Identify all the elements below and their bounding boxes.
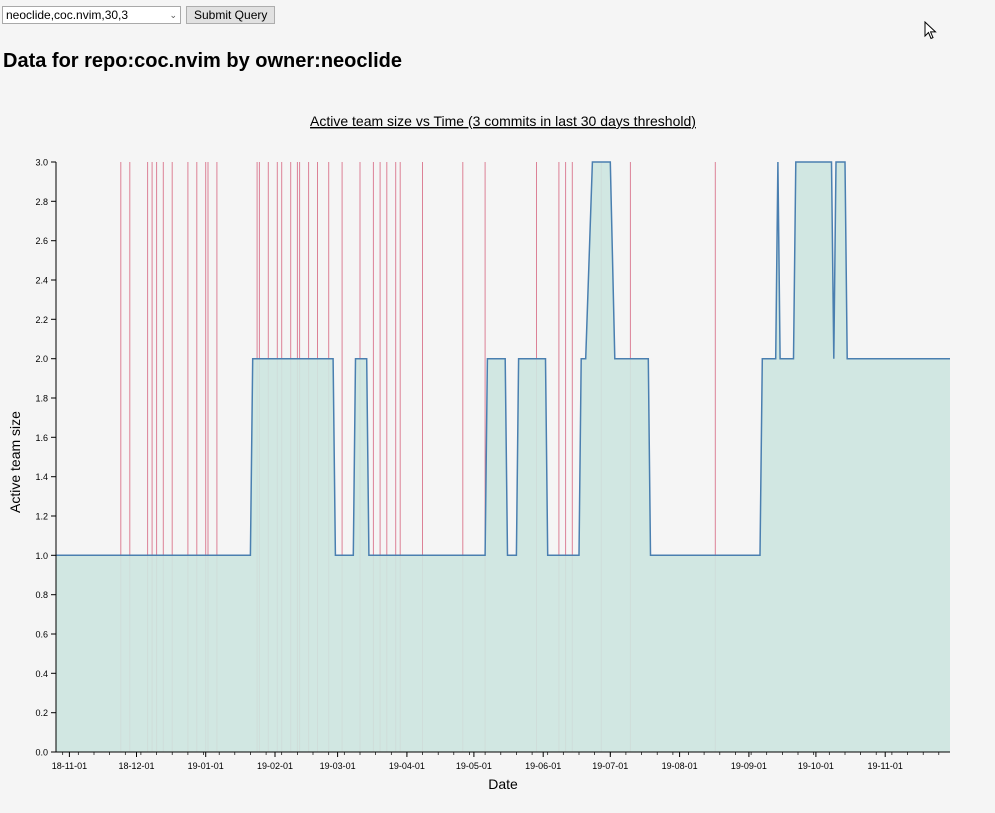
page-title: Data for repo:coc.nvim by owner:neoclide bbox=[3, 50, 402, 72]
mouse-cursor-icon bbox=[924, 21, 937, 40]
y-tick-label: 1.6 bbox=[35, 433, 48, 443]
query-form: neoclide,coc.nvim,30,3 ⌄ Submit Query bbox=[2, 5, 276, 25]
y-tick-label: 3.0 bbox=[35, 158, 48, 168]
chevron-down-icon: ⌄ bbox=[169, 10, 177, 20]
y-tick-label: 1.0 bbox=[35, 551, 48, 561]
y-tick-label: 0.6 bbox=[35, 630, 48, 640]
team-size-area bbox=[56, 162, 950, 752]
x-tick-label: 19-06-01 bbox=[525, 761, 561, 771]
x-tick-label: 19-10-01 bbox=[798, 761, 834, 771]
x-axis: 18-11-01 18-12-01 19-01-01 19-02-01 19-03-01… bbox=[52, 751, 950, 771]
x-tick-label: 18-11-01 bbox=[52, 761, 87, 771]
team-size-line bbox=[56, 161, 950, 557]
x-axis-label: Date bbox=[488, 776, 518, 792]
y-tick-label: 0.2 bbox=[35, 708, 48, 718]
y-tick-label: 2.0 bbox=[35, 354, 48, 364]
y-tick-label: 0.8 bbox=[35, 590, 48, 600]
x-tick-label: 18-12-01 bbox=[118, 761, 154, 771]
repo-select[interactable]: neoclide,coc.nvim,30,3 ⌄ bbox=[2, 6, 181, 24]
repo-select-value: neoclide,coc.nvim,30,3 bbox=[6, 8, 129, 22]
y-tick-label: 2.2 bbox=[35, 315, 48, 325]
chart-title: Active team size vs Time (3 commits in l… bbox=[310, 113, 696, 129]
x-tick-label: 19-03-01 bbox=[320, 761, 356, 771]
x-tick-label: 19-01-01 bbox=[188, 761, 224, 771]
y-tick-label: 1.8 bbox=[35, 394, 48, 404]
y-tick-label: 1.2 bbox=[35, 512, 48, 522]
y-tick-label: 0.0 bbox=[35, 748, 48, 758]
x-tick-label: 19-07-01 bbox=[592, 761, 628, 771]
x-tick-label: 19-11-01 bbox=[868, 761, 903, 771]
y-tick-label: 2.8 bbox=[35, 197, 48, 207]
x-tick-label: 19-05-01 bbox=[456, 761, 492, 771]
y-tick-label: 2.4 bbox=[35, 276, 48, 286]
y-tick-label: 0.4 bbox=[35, 669, 48, 679]
x-tick-label: 19-09-01 bbox=[731, 761, 767, 771]
x-tick-label: 19-04-01 bbox=[389, 761, 425, 771]
submit-query-button[interactable]: Submit Query bbox=[186, 6, 276, 24]
y-axis-label: Active team size bbox=[7, 411, 23, 513]
x-tick-label: 19-08-01 bbox=[662, 761, 698, 771]
y-tick-label: 1.4 bbox=[35, 472, 48, 482]
y-tick-label: 2.6 bbox=[35, 236, 48, 246]
y-axis: 0.0 0.2 0.4 0.6 0.8 1.0 1.2 1.4 1.6 1.8 2.0 2.2 2.4 2… bbox=[35, 158, 57, 758]
x-tick-label: 19-02-01 bbox=[257, 761, 293, 771]
